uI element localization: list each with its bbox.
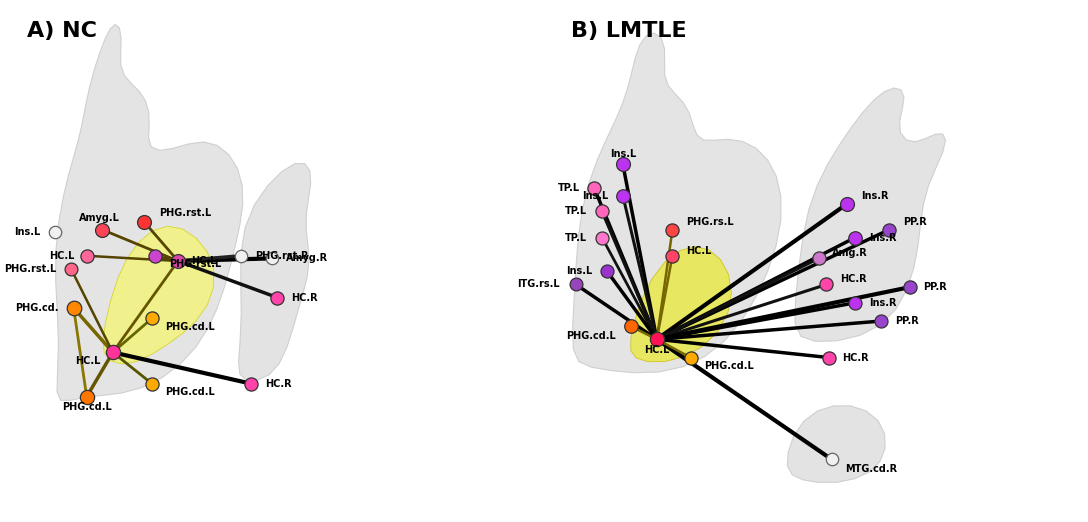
Text: HC.R: HC.R [264,378,292,389]
Point [823,455,840,464]
Text: PHG.cd.L: PHG.cd.L [165,387,215,397]
Point [593,233,610,242]
Text: Ins.L: Ins.L [582,191,608,201]
Point [585,184,603,192]
Text: PHG.rs.L: PHG.rs.L [687,217,733,228]
Text: PHG.rst.L: PHG.rst.L [159,208,211,219]
Point [682,353,700,362]
Point [614,192,631,200]
Polygon shape [572,33,781,373]
Point [144,314,161,323]
Point [664,252,681,260]
Text: ITG.rs.L: ITG.rs.L [518,279,560,290]
Text: Amg.R: Amg.R [832,248,868,258]
Text: HC.R: HC.R [290,292,318,303]
Point [232,252,249,260]
Point [567,280,584,289]
Text: HC.L: HC.L [687,245,712,256]
Polygon shape [631,246,731,362]
Point [243,379,260,388]
Point [104,348,122,357]
Point [94,226,111,234]
Point [65,304,83,312]
Text: PHG.cd.: PHG.cd. [15,303,59,313]
Text: Ins.L: Ins.L [609,149,636,159]
Text: HC.R: HC.R [842,352,869,363]
Point [622,322,640,330]
Polygon shape [795,88,945,341]
Polygon shape [238,163,311,380]
Text: PHG.cd.L: PHG.cd.L [567,330,616,341]
Point [880,226,898,234]
Point [901,283,918,291]
Text: PP.R: PP.R [894,316,918,326]
Point [846,299,864,307]
Text: PHG.cd.L: PHG.cd.L [62,402,112,412]
Point [62,265,79,273]
Text: PP.R: PP.R [903,217,926,228]
Point [818,280,836,289]
Text: HC.L: HC.L [644,345,669,355]
Point [598,267,616,276]
Text: Ins.L: Ins.L [567,266,593,277]
Text: A) NC: A) NC [27,21,97,41]
Point [146,252,163,260]
Text: PHG.rst.L: PHG.rst.L [169,259,222,269]
Point [135,218,152,226]
Point [846,233,864,242]
Text: HC.L: HC.L [191,256,217,266]
Text: HC.L: HC.L [49,251,74,261]
Text: B) LMTLE: B) LMTLE [571,21,687,41]
Point [47,228,64,236]
Polygon shape [55,25,243,400]
Text: TP.L: TP.L [566,232,588,243]
Text: Ins.L: Ins.L [14,227,40,238]
Text: PHG.cd.L: PHG.cd.L [165,322,215,332]
Text: Amyg.L: Amyg.L [79,213,120,223]
Text: HC.L: HC.L [75,355,100,366]
Text: Ins.R: Ins.R [861,191,889,201]
Polygon shape [788,406,885,482]
Text: Ins.R: Ins.R [868,232,897,243]
Text: PHG.rst.L: PHG.rst.L [4,264,57,274]
Point [614,160,631,169]
Point [269,293,286,302]
Text: HC.R: HC.R [840,274,867,284]
Point [78,252,96,260]
Point [648,335,666,343]
Polygon shape [103,226,213,364]
Text: MTG.cd.R: MTG.cd.R [845,464,898,474]
Text: PHG.rst.R: PHG.rst.R [256,251,309,261]
Text: Amyg.R: Amyg.R [285,253,327,264]
Point [809,254,827,263]
Point [263,254,281,263]
Text: Ins.R: Ins.R [868,298,897,308]
Point [839,199,856,208]
Point [820,353,838,362]
Point [593,207,610,216]
Text: PP.R: PP.R [924,282,948,292]
Point [144,379,161,388]
Point [78,393,96,401]
Point [170,257,187,265]
Text: TP.L: TP.L [557,183,580,193]
Text: PHG.cd.L: PHG.cd.L [704,361,754,371]
Point [873,317,890,325]
Point [664,226,681,234]
Text: TP.L: TP.L [566,206,588,217]
